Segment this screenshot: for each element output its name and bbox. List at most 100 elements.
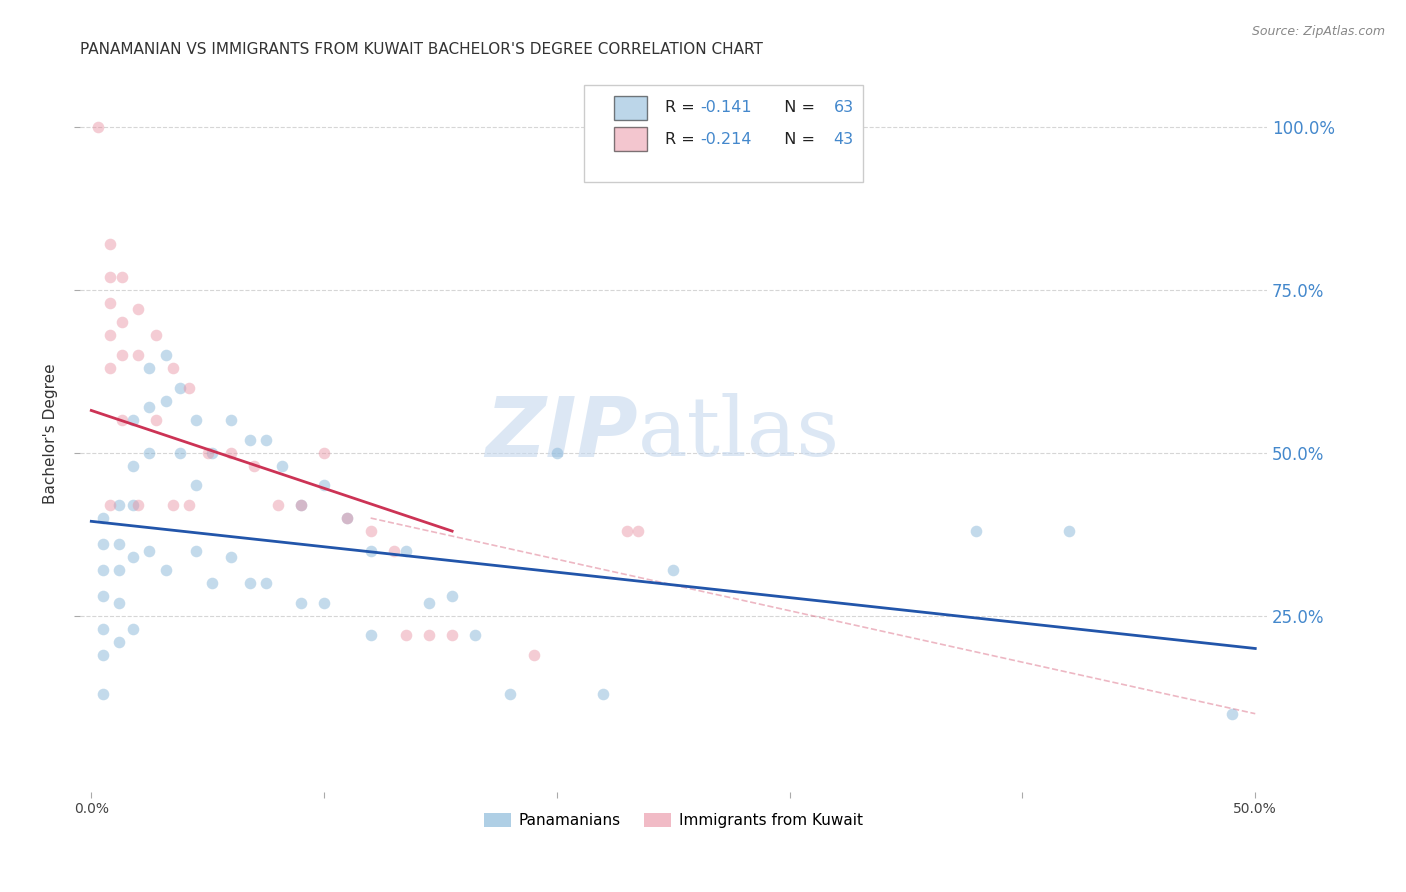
Point	[127, 302, 149, 317]
Point	[91, 687, 114, 701]
Point	[127, 348, 149, 362]
Point	[98, 361, 121, 376]
Point	[138, 446, 160, 460]
Point	[110, 348, 132, 362]
Point	[546, 446, 568, 460]
Point	[122, 458, 145, 473]
Point	[254, 433, 277, 447]
Point	[108, 537, 131, 551]
Point	[127, 498, 149, 512]
Point	[219, 550, 242, 565]
Point	[91, 590, 114, 604]
Point	[98, 328, 121, 343]
Text: R =: R =	[665, 132, 700, 147]
Point	[441, 590, 464, 604]
Point	[662, 563, 685, 577]
Point	[360, 524, 382, 538]
Point	[177, 498, 200, 512]
Point	[91, 563, 114, 577]
Point	[266, 498, 288, 512]
Point	[394, 628, 416, 642]
Point	[87, 120, 110, 134]
Point	[360, 543, 382, 558]
Point	[108, 596, 131, 610]
Point	[122, 498, 145, 512]
Point	[499, 687, 522, 701]
Point	[91, 537, 114, 551]
Point	[239, 433, 262, 447]
Point	[219, 413, 242, 427]
Point	[98, 237, 121, 252]
FancyBboxPatch shape	[585, 86, 863, 182]
FancyBboxPatch shape	[614, 95, 647, 120]
Point	[965, 524, 987, 538]
Point	[169, 381, 191, 395]
Point	[312, 446, 335, 460]
Text: atlas: atlas	[638, 393, 839, 474]
Point	[110, 413, 132, 427]
Point	[155, 348, 177, 362]
Point	[243, 458, 266, 473]
Point	[108, 563, 131, 577]
Point	[312, 596, 335, 610]
Point	[290, 498, 312, 512]
Point	[360, 628, 382, 642]
Point	[122, 413, 145, 427]
Legend: Panamanians, Immigrants from Kuwait: Panamanians, Immigrants from Kuwait	[478, 807, 869, 835]
Point	[145, 413, 167, 427]
Text: N =: N =	[775, 100, 820, 115]
Point	[1220, 706, 1243, 721]
Point	[441, 628, 464, 642]
Text: 43: 43	[834, 132, 853, 147]
Point	[98, 498, 121, 512]
Text: -0.141: -0.141	[700, 100, 752, 115]
Point	[98, 296, 121, 310]
Point	[197, 446, 219, 460]
Point	[418, 596, 440, 610]
Point	[184, 543, 207, 558]
Point	[394, 543, 416, 558]
Point	[155, 563, 177, 577]
Point	[219, 446, 242, 460]
Point	[523, 648, 546, 662]
Point	[184, 478, 207, 492]
Point	[616, 524, 638, 538]
Point	[110, 315, 132, 329]
Point	[91, 511, 114, 525]
Point	[418, 628, 440, 642]
Point	[239, 576, 262, 591]
Point	[336, 511, 359, 525]
Point	[108, 635, 131, 649]
Point	[177, 381, 200, 395]
Point	[627, 524, 650, 538]
Text: ZIP: ZIP	[485, 392, 638, 474]
Text: 63: 63	[834, 100, 853, 115]
Text: Source: ZipAtlas.com: Source: ZipAtlas.com	[1251, 25, 1385, 38]
Point	[110, 269, 132, 284]
Point	[254, 576, 277, 591]
Point	[98, 269, 121, 284]
Point	[201, 446, 224, 460]
Point	[138, 543, 160, 558]
Point	[464, 628, 486, 642]
Text: N =: N =	[775, 132, 820, 147]
Point	[122, 550, 145, 565]
Point	[184, 413, 207, 427]
Point	[592, 687, 614, 701]
Point	[138, 400, 160, 414]
Point	[122, 622, 145, 636]
Point	[91, 622, 114, 636]
Point	[145, 328, 167, 343]
FancyBboxPatch shape	[614, 128, 647, 152]
Point	[162, 361, 184, 376]
Point	[201, 576, 224, 591]
Point	[382, 543, 405, 558]
Point	[138, 361, 160, 376]
Point	[162, 498, 184, 512]
Y-axis label: Bachelor's Degree: Bachelor's Degree	[44, 363, 58, 504]
Point	[336, 511, 359, 525]
Point	[155, 393, 177, 408]
Point	[169, 446, 191, 460]
Text: R =: R =	[665, 100, 700, 115]
Point	[312, 478, 335, 492]
